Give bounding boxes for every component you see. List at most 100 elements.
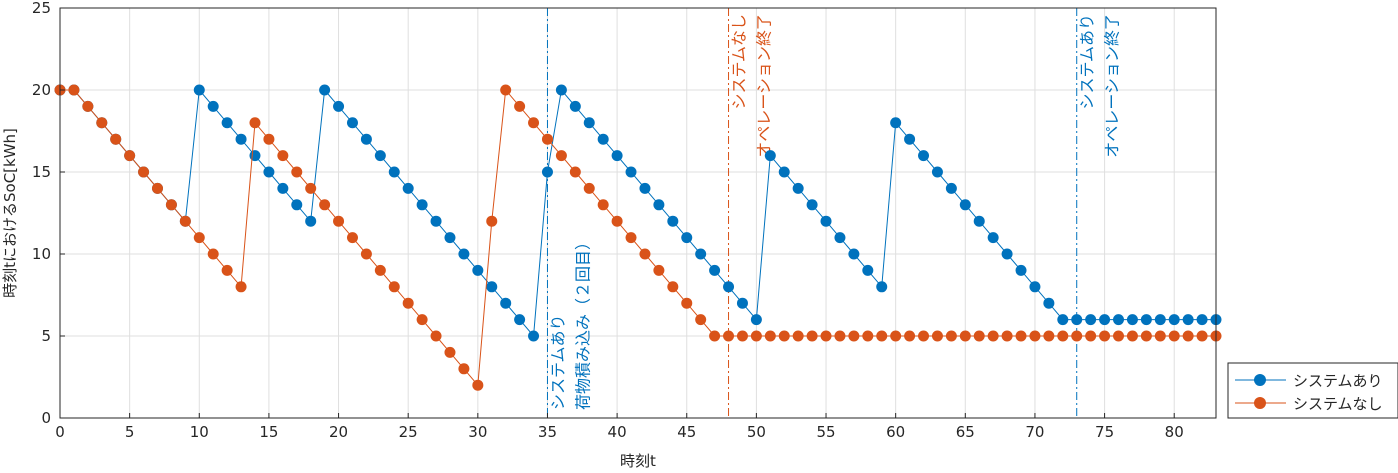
data-point bbox=[569, 166, 581, 178]
data-point bbox=[597, 199, 609, 211]
x-tick-label: 55 bbox=[816, 423, 835, 441]
y-tick-label: 15 bbox=[32, 163, 51, 181]
data-point bbox=[263, 133, 275, 145]
data-point bbox=[291, 166, 303, 178]
data-point bbox=[918, 150, 930, 162]
annotation-text: 荷物積み込み（２回目） bbox=[573, 234, 592, 410]
x-tick-label: 70 bbox=[1025, 423, 1044, 441]
data-point bbox=[945, 182, 957, 194]
data-point bbox=[319, 84, 331, 96]
data-point bbox=[973, 330, 985, 342]
data-point bbox=[1140, 314, 1152, 326]
legend[interactable]: システムあり システムなし bbox=[1227, 362, 1398, 419]
data-point bbox=[402, 182, 414, 194]
data-point bbox=[1043, 330, 1055, 342]
data-point bbox=[1001, 330, 1013, 342]
data-point bbox=[1057, 330, 1069, 342]
data-point bbox=[235, 281, 247, 293]
data-point bbox=[792, 182, 804, 194]
data-point bbox=[597, 133, 609, 145]
annotation-text: オペレーション終了 bbox=[755, 14, 774, 158]
data-point bbox=[973, 215, 985, 227]
data-point bbox=[151, 182, 163, 194]
data-point bbox=[444, 346, 456, 358]
data-point bbox=[486, 281, 498, 293]
legend-label-without-system: システムなし bbox=[1293, 395, 1383, 413]
data-point bbox=[876, 281, 888, 293]
annotations: システムあり 荷物積み込み（２回目）システムなし オペレーション終了 システムあり オペ… bbox=[546, 8, 1122, 418]
data-point bbox=[890, 117, 902, 129]
data-point bbox=[1182, 330, 1194, 342]
data-point bbox=[1043, 297, 1055, 309]
data-point bbox=[193, 232, 205, 244]
data-point bbox=[653, 199, 665, 211]
data-point bbox=[1015, 264, 1027, 276]
data-point bbox=[555, 84, 567, 96]
legend-marker-blue bbox=[1254, 374, 1266, 386]
data-point bbox=[416, 199, 428, 211]
data-point bbox=[486, 215, 498, 227]
data-point bbox=[862, 330, 874, 342]
data-point bbox=[458, 248, 470, 260]
data-point bbox=[1001, 248, 1013, 260]
legend-label-with-system: システムあり bbox=[1293, 372, 1383, 390]
data-point bbox=[179, 215, 191, 227]
x-tick-label: 75 bbox=[1095, 423, 1114, 441]
data-point bbox=[834, 330, 846, 342]
data-point bbox=[1126, 330, 1138, 342]
data-point bbox=[1113, 314, 1125, 326]
data-point bbox=[667, 281, 679, 293]
data-point bbox=[820, 215, 832, 227]
data-point bbox=[639, 182, 651, 194]
data-point bbox=[277, 182, 289, 194]
data-point bbox=[207, 248, 219, 260]
data-point bbox=[709, 330, 721, 342]
data-point bbox=[681, 232, 693, 244]
data-point bbox=[1154, 314, 1166, 326]
data-point bbox=[848, 330, 860, 342]
series-line bbox=[60, 88, 1216, 338]
data-point bbox=[987, 330, 999, 342]
data-point bbox=[1015, 330, 1027, 342]
data-point bbox=[165, 199, 177, 211]
data-point bbox=[346, 117, 358, 129]
data-point bbox=[750, 314, 762, 326]
data-point bbox=[862, 264, 874, 276]
data-point bbox=[987, 232, 999, 244]
data-point bbox=[736, 330, 748, 342]
annotation-text: システムあり bbox=[548, 314, 567, 410]
data-point bbox=[360, 248, 372, 260]
x-tick-label: 60 bbox=[886, 423, 905, 441]
data-point bbox=[541, 166, 553, 178]
data-point bbox=[458, 363, 470, 375]
y-tick-label: 0 bbox=[41, 409, 51, 427]
data-point bbox=[681, 297, 693, 309]
data-point bbox=[138, 166, 150, 178]
data-point bbox=[1029, 281, 1041, 293]
data-point bbox=[695, 248, 707, 260]
data-point bbox=[750, 330, 762, 342]
data-point bbox=[472, 264, 484, 276]
data-point bbox=[221, 117, 233, 129]
data-point bbox=[110, 133, 122, 145]
data-point bbox=[583, 117, 595, 129]
data-point bbox=[792, 330, 804, 342]
legend-marker-orange bbox=[1254, 397, 1266, 409]
data-point bbox=[1168, 330, 1180, 342]
plot-frame bbox=[59, 7, 1217, 419]
data-point bbox=[249, 150, 261, 162]
x-tick-label: 65 bbox=[956, 423, 975, 441]
data-point bbox=[1196, 330, 1208, 342]
data-point bbox=[416, 314, 428, 326]
data-point bbox=[1140, 330, 1152, 342]
data-point bbox=[945, 330, 957, 342]
data-point bbox=[1085, 314, 1097, 326]
data-point bbox=[528, 117, 540, 129]
data-point bbox=[834, 232, 846, 244]
data-point bbox=[1085, 330, 1097, 342]
data-point bbox=[778, 330, 790, 342]
data-point bbox=[1071, 330, 1083, 342]
data-point bbox=[444, 232, 456, 244]
ticks: 0 5 10 15 20 25 30 35 40 45 50 55 60 65 70 75 80 0 5 10 15 20… bbox=[32, 0, 1184, 441]
x-tick-label: 30 bbox=[468, 423, 487, 441]
